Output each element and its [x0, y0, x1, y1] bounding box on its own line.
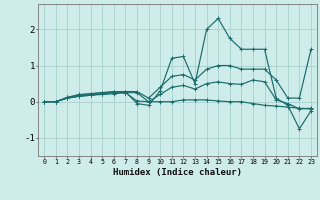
- X-axis label: Humidex (Indice chaleur): Humidex (Indice chaleur): [113, 168, 242, 177]
